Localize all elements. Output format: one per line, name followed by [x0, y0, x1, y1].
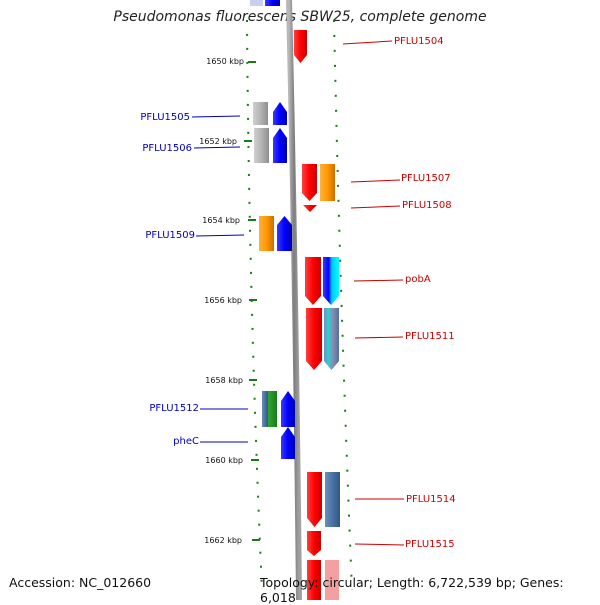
gene-phec[interactable]: [281, 427, 295, 459]
gene-label-pflu1507[interactable]: PFLU1507: [401, 173, 451, 184]
forward-labels: PFLU1504 PFLU1507 PFLU1508 pobA PFLU1511…: [394, 36, 456, 550]
gene-label-pflu1506[interactable]: PFLU1506: [142, 143, 192, 154]
scale-tick-label: 1658 kbp: [205, 376, 243, 385]
gene-label-pflu1514[interactable]: PFLU1514: [406, 494, 456, 505]
gene-pflu1509[interactable]: [259, 216, 292, 251]
genome-title: Pseudomonas fluorescens SBW25, complete …: [113, 9, 487, 25]
gene-pflu1515[interactable]: [307, 531, 321, 556]
gene-pflu1504[interactable]: [294, 30, 307, 63]
gene-label-phec[interactable]: pheC: [173, 436, 199, 447]
gene-label-pflu1515[interactable]: PFLU1515: [405, 539, 455, 550]
gene-pflu1512[interactable]: [262, 391, 295, 427]
gene-label-poba[interactable]: pobA: [405, 274, 431, 285]
topology-text: Topology: circular; Length: 6,722,539 bp…: [260, 575, 564, 605]
gene-partial-top[interactable]: [250, 0, 280, 6]
gene-pflu1514[interactable]: [307, 472, 340, 527]
gene-pflu1505[interactable]: [253, 102, 287, 125]
gene-partial-bottom[interactable]: [307, 560, 339, 600]
scale-axis: 1650 kbp 1652 kbp 1654 kbp 1656 kbp 1658…: [199, 57, 260, 545]
scale-tick-label: 1652 kbp: [199, 137, 237, 146]
gene-label-pflu1504[interactable]: PFLU1504: [394, 36, 444, 47]
gene-label-pflu1508[interactable]: PFLU1508: [402, 200, 452, 211]
gene-pflu1508[interactable]: [303, 205, 317, 212]
scale-tick-label: 1662 kbp: [204, 536, 242, 545]
reverse-labels: PFLU1505 PFLU1506 PFLU1509 PFLU1512 pheC: [140, 112, 199, 447]
gene-label-pflu1509[interactable]: PFLU1509: [145, 230, 195, 241]
gene-poba[interactable]: [305, 257, 339, 305]
gene-pflu1511[interactable]: [306, 308, 339, 370]
accession-text: Accession: NC_012660: [9, 575, 152, 590]
gene-label-pflu1511[interactable]: PFLU1511: [405, 331, 455, 342]
scale-tick-label: 1654 kbp: [202, 216, 240, 225]
gene-label-pflu1505[interactable]: PFLU1505: [140, 112, 190, 123]
gene-label-pflu1512[interactable]: PFLU1512: [149, 403, 199, 414]
label-leaders: [191, 40, 405, 546]
gene-pflu1507[interactable]: [302, 164, 335, 201]
genome-backbone: [286, 0, 302, 600]
scale-tick-label: 1660 kbp: [205, 456, 243, 465]
scale-tick-label: 1656 kbp: [204, 296, 242, 305]
scale-tick-label: 1650 kbp: [206, 57, 244, 66]
gene-pflu1506[interactable]: [254, 128, 287, 163]
